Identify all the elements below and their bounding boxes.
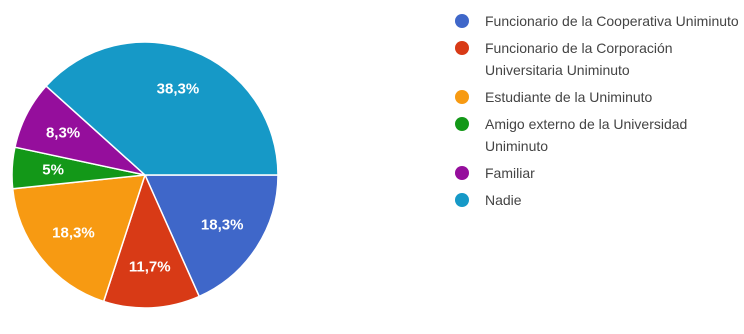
legend-label: Nadie — [485, 192, 522, 208]
legend-swatch-icon — [455, 41, 469, 55]
pie-slice-label-5: 38,3% — [157, 81, 200, 98]
legend-item-3: Amigo externo de la Universidad Uniminut… — [455, 113, 740, 157]
legend-label: Estudiante de la Uniminuto — [485, 89, 653, 105]
pie-slice-label-3: 5% — [42, 162, 64, 179]
legend-label: Funcionario de la Corporación Universita… — [485, 40, 673, 78]
legend-item-0: Funcionario de la Cooperativa Uniminuto — [455, 10, 740, 32]
pie-slice-label-4: 8,3% — [46, 125, 80, 142]
legend-swatch-icon — [455, 90, 469, 104]
legend-swatch-icon — [455, 14, 469, 28]
pie-slice-0 — [143, 174, 279, 298]
pie-slice-label-0: 18,3% — [201, 217, 244, 234]
legend-item-1: Funcionario de la Corporación Universita… — [455, 37, 740, 81]
legend-label: Amigo externo de la Universidad Uniminut… — [485, 116, 688, 154]
legend-label: Funcionario de la Cooperativa Uniminuto — [485, 13, 739, 29]
legend-swatch-icon — [455, 193, 469, 207]
pie-slice-label-2: 18,3% — [52, 224, 95, 241]
pie-slice-labels: 18,3% 11,7% 18,3% 5% 8,3% 38,3% — [42, 81, 243, 276]
legend-swatch-icon — [455, 117, 469, 131]
legend-label: Familiar — [485, 165, 535, 181]
pie-chart: 18,3% 11,7% 18,3% 5% 8,3% 38,3% — [11, 41, 279, 309]
pie-slice-2 — [11, 174, 147, 303]
pie-slice-1 — [102, 172, 201, 309]
legend-item-5: Nadie — [455, 189, 740, 211]
pie-slices — [11, 41, 279, 309]
legend-item-2: Estudiante de la Uniminuto — [455, 86, 740, 108]
legend-item-4: Familiar — [455, 162, 740, 184]
pie-slice-label-1: 11,7% — [129, 258, 171, 275]
pie-slice-5 — [45, 41, 279, 176]
legend-swatch-icon — [455, 166, 469, 180]
chart-legend: Funcionario de la Cooperativa Uniminuto F… — [455, 10, 740, 216]
